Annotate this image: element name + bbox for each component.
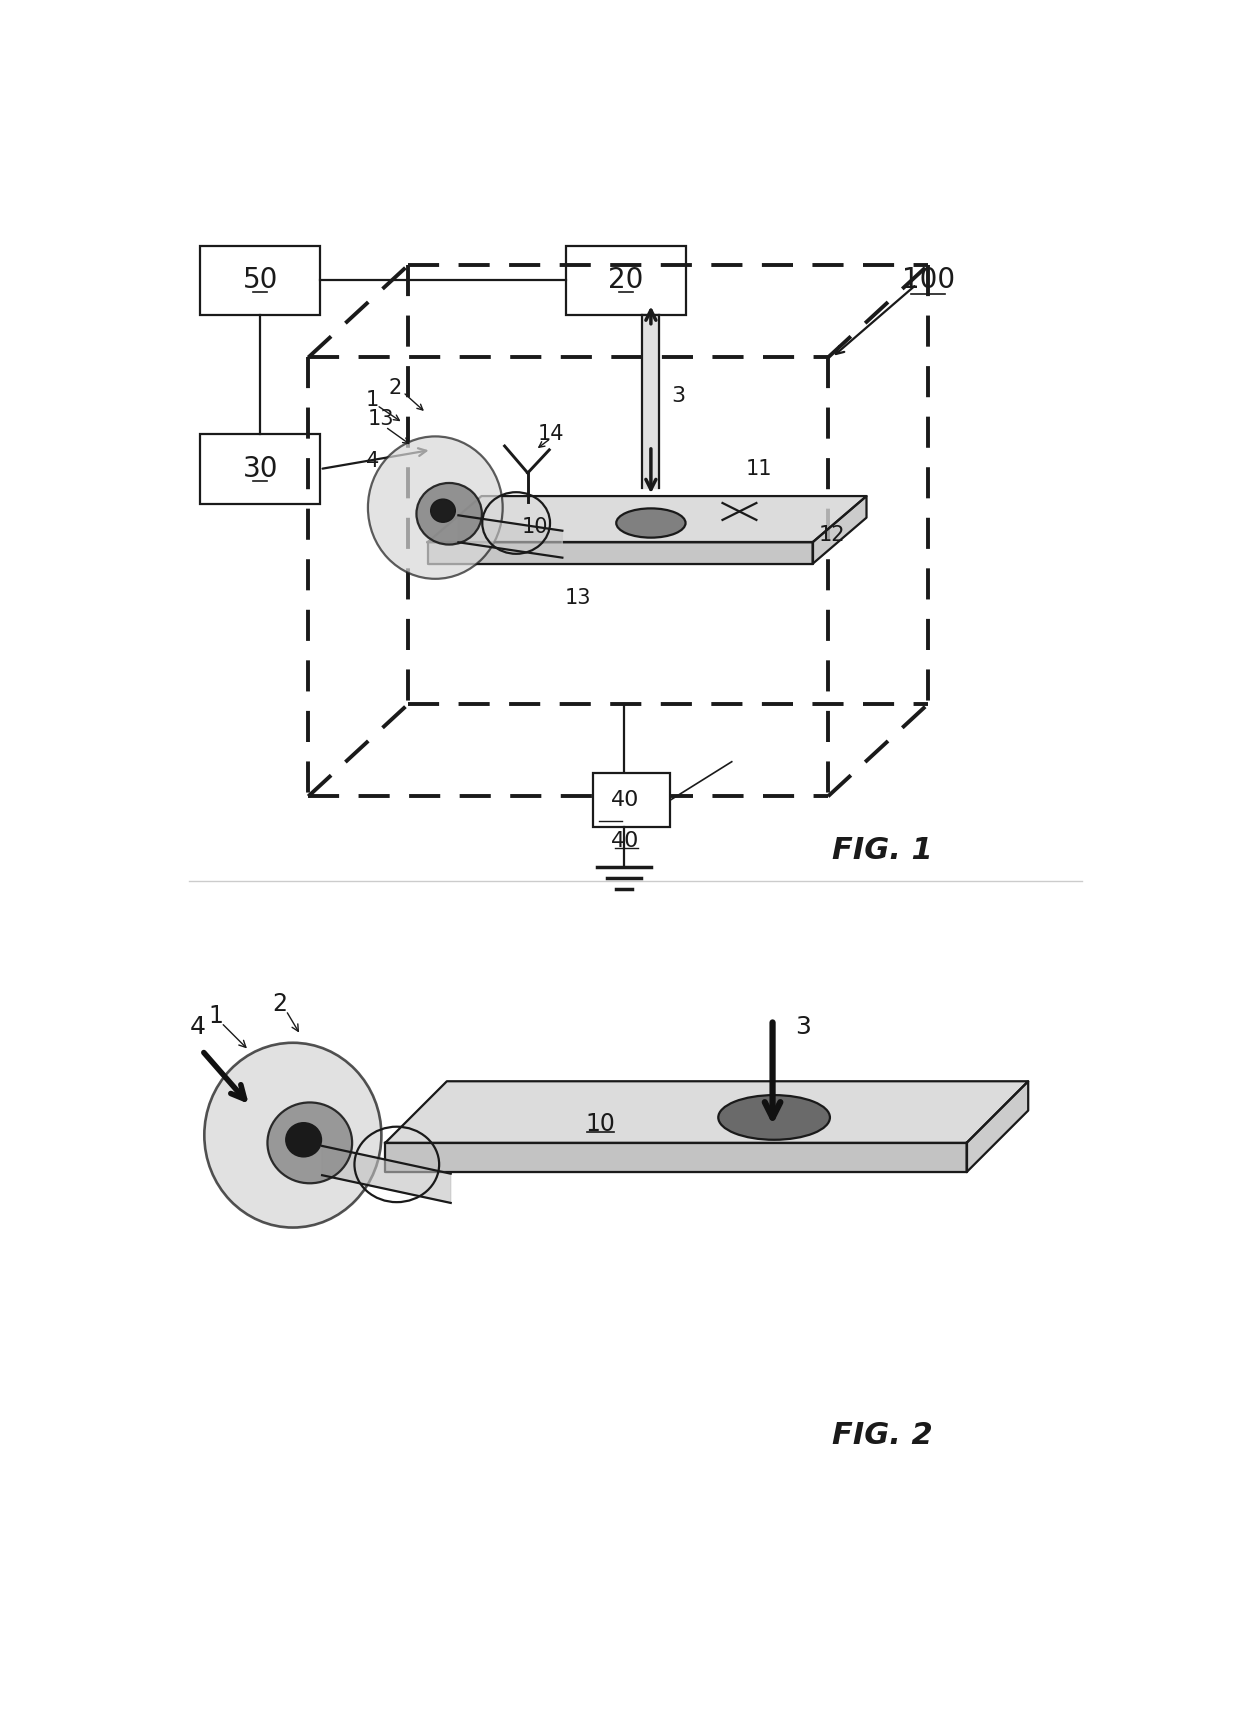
Text: 40: 40: [611, 791, 640, 810]
Text: 12: 12: [818, 525, 846, 544]
FancyBboxPatch shape: [593, 773, 670, 827]
Text: 4: 4: [190, 1016, 206, 1039]
Text: FIG. 1: FIG. 1: [832, 836, 932, 865]
Polygon shape: [967, 1082, 1028, 1172]
Text: 100: 100: [901, 267, 955, 295]
Polygon shape: [428, 496, 867, 543]
Text: 2: 2: [273, 992, 288, 1016]
Text: 10: 10: [587, 1111, 616, 1136]
Text: 1: 1: [366, 390, 378, 409]
Polygon shape: [642, 316, 660, 489]
Text: FIG. 2: FIG. 2: [832, 1420, 932, 1450]
Text: 4: 4: [366, 451, 378, 472]
FancyBboxPatch shape: [567, 246, 686, 316]
Text: 10: 10: [522, 517, 548, 538]
Polygon shape: [428, 543, 812, 564]
Text: 1: 1: [208, 1004, 223, 1028]
Ellipse shape: [718, 1096, 830, 1139]
Polygon shape: [386, 1082, 1028, 1143]
Ellipse shape: [268, 1103, 352, 1183]
Text: 13: 13: [368, 409, 394, 428]
Ellipse shape: [205, 1042, 382, 1228]
Ellipse shape: [368, 437, 502, 579]
Text: 3: 3: [671, 387, 684, 406]
Ellipse shape: [430, 499, 455, 522]
Polygon shape: [459, 515, 563, 558]
Text: 13: 13: [564, 588, 591, 607]
Text: 50: 50: [243, 267, 278, 295]
Text: 20: 20: [608, 267, 644, 295]
Ellipse shape: [286, 1124, 321, 1157]
Polygon shape: [812, 496, 867, 564]
Text: 14: 14: [538, 425, 564, 444]
Text: 2: 2: [388, 378, 402, 399]
Text: 30: 30: [242, 454, 278, 484]
Ellipse shape: [616, 508, 686, 538]
Text: 3: 3: [795, 1016, 811, 1039]
FancyBboxPatch shape: [201, 435, 320, 505]
Polygon shape: [322, 1146, 450, 1203]
Text: 11: 11: [745, 460, 773, 479]
Polygon shape: [386, 1143, 967, 1172]
Ellipse shape: [417, 484, 482, 544]
FancyBboxPatch shape: [201, 246, 320, 316]
Text: 40: 40: [611, 831, 640, 851]
